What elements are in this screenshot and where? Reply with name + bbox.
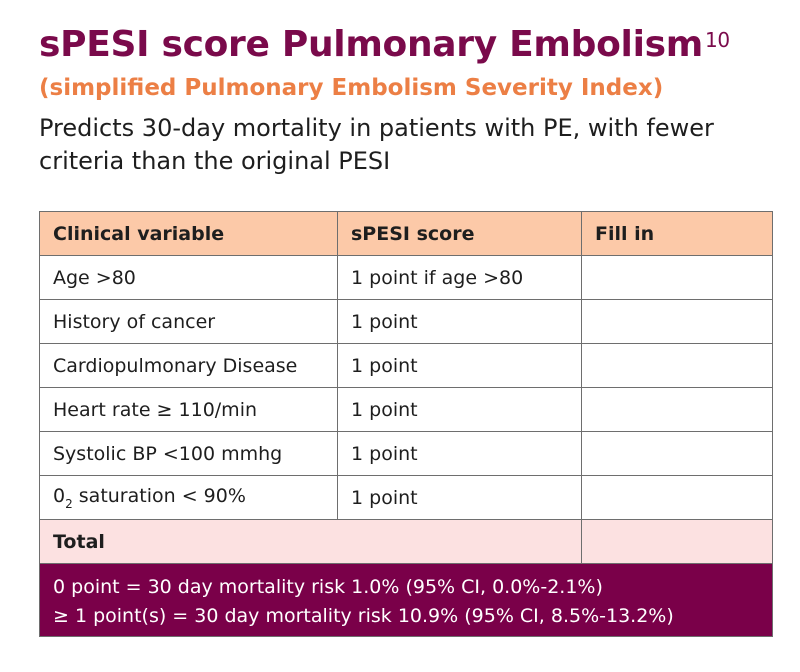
fill-in-cell[interactable] bbox=[581, 299, 773, 344]
o2-suffix: saturation < 90% bbox=[72, 484, 246, 507]
score-cell: 1 point bbox=[337, 299, 582, 344]
total-label: Total bbox=[39, 519, 582, 564]
total-row: Total bbox=[39, 519, 773, 564]
table-row: 02 saturation < 90% 1 point bbox=[39, 475, 773, 520]
clinical-variable-cell: History of cancer bbox=[39, 299, 338, 344]
reference-superscript: 10 bbox=[704, 28, 730, 52]
page-subtitle: (simplified Pulmonary Embolism Severity … bbox=[39, 75, 664, 101]
o2-prefix: 0 bbox=[53, 484, 66, 507]
table-row: Systolic BP <100 mmhg 1 point bbox=[39, 431, 773, 476]
table-header-row: Clinical variable sPESI score Fill in bbox=[39, 211, 773, 256]
fill-in-cell[interactable] bbox=[581, 475, 773, 520]
interpretation-line-low-risk: 0 point = 30 day mortality risk 1.0% (95… bbox=[53, 575, 603, 598]
score-cell: 1 point bbox=[337, 475, 582, 520]
page-title-text: sPESI score Pulmonary Embolism bbox=[39, 24, 703, 65]
fill-in-cell[interactable] bbox=[581, 387, 773, 432]
score-cell: 1 point bbox=[337, 431, 582, 476]
table-row: History of cancer 1 point bbox=[39, 299, 773, 344]
column-header-fill-in: Fill in bbox=[581, 211, 773, 256]
clinical-variable-cell: Cardiopulmonary Disease bbox=[39, 343, 338, 388]
table-row: Heart rate ≥ 110/min 1 point bbox=[39, 387, 773, 432]
table-row: Age >80 1 point if age >80 bbox=[39, 255, 773, 300]
interpretation-cell: 0 point = 30 day mortality risk 1.0% (95… bbox=[39, 563, 773, 637]
interpretation-row: 0 point = 30 day mortality risk 1.0% (95… bbox=[39, 563, 773, 637]
fill-in-cell[interactable] bbox=[581, 255, 773, 300]
clinical-variable-cell: 02 saturation < 90% bbox=[39, 475, 338, 520]
page-title: sPESI score Pulmonary Embolism 10 bbox=[39, 24, 730, 65]
column-header-spesi-score: sPESI score bbox=[337, 211, 582, 256]
fill-in-cell[interactable] bbox=[581, 431, 773, 476]
score-cell: 1 point if age >80 bbox=[337, 255, 582, 300]
o2-subscript: 2 bbox=[65, 496, 73, 511]
column-header-clinical-variable: Clinical variable bbox=[39, 211, 338, 256]
total-fill-in-cell[interactable] bbox=[581, 519, 773, 564]
spesi-score-table: Clinical variable sPESI score Fill in Ag… bbox=[39, 211, 773, 637]
interpretation-line-high-risk: ≥ 1 point(s) = 30 day mortality risk 10.… bbox=[53, 604, 674, 627]
description-text: Predicts 30-day mortality in patients wi… bbox=[39, 114, 714, 175]
clinical-variable-cell: Heart rate ≥ 110/min bbox=[39, 387, 338, 432]
table-row: Cardiopulmonary Disease 1 point bbox=[39, 343, 773, 388]
score-cell: 1 point bbox=[337, 387, 582, 432]
clinical-variable-cell: Age >80 bbox=[39, 255, 338, 300]
score-cell: 1 point bbox=[337, 343, 582, 388]
clinical-variable-cell: Systolic BP <100 mmhg bbox=[39, 431, 338, 476]
fill-in-cell[interactable] bbox=[581, 343, 773, 388]
